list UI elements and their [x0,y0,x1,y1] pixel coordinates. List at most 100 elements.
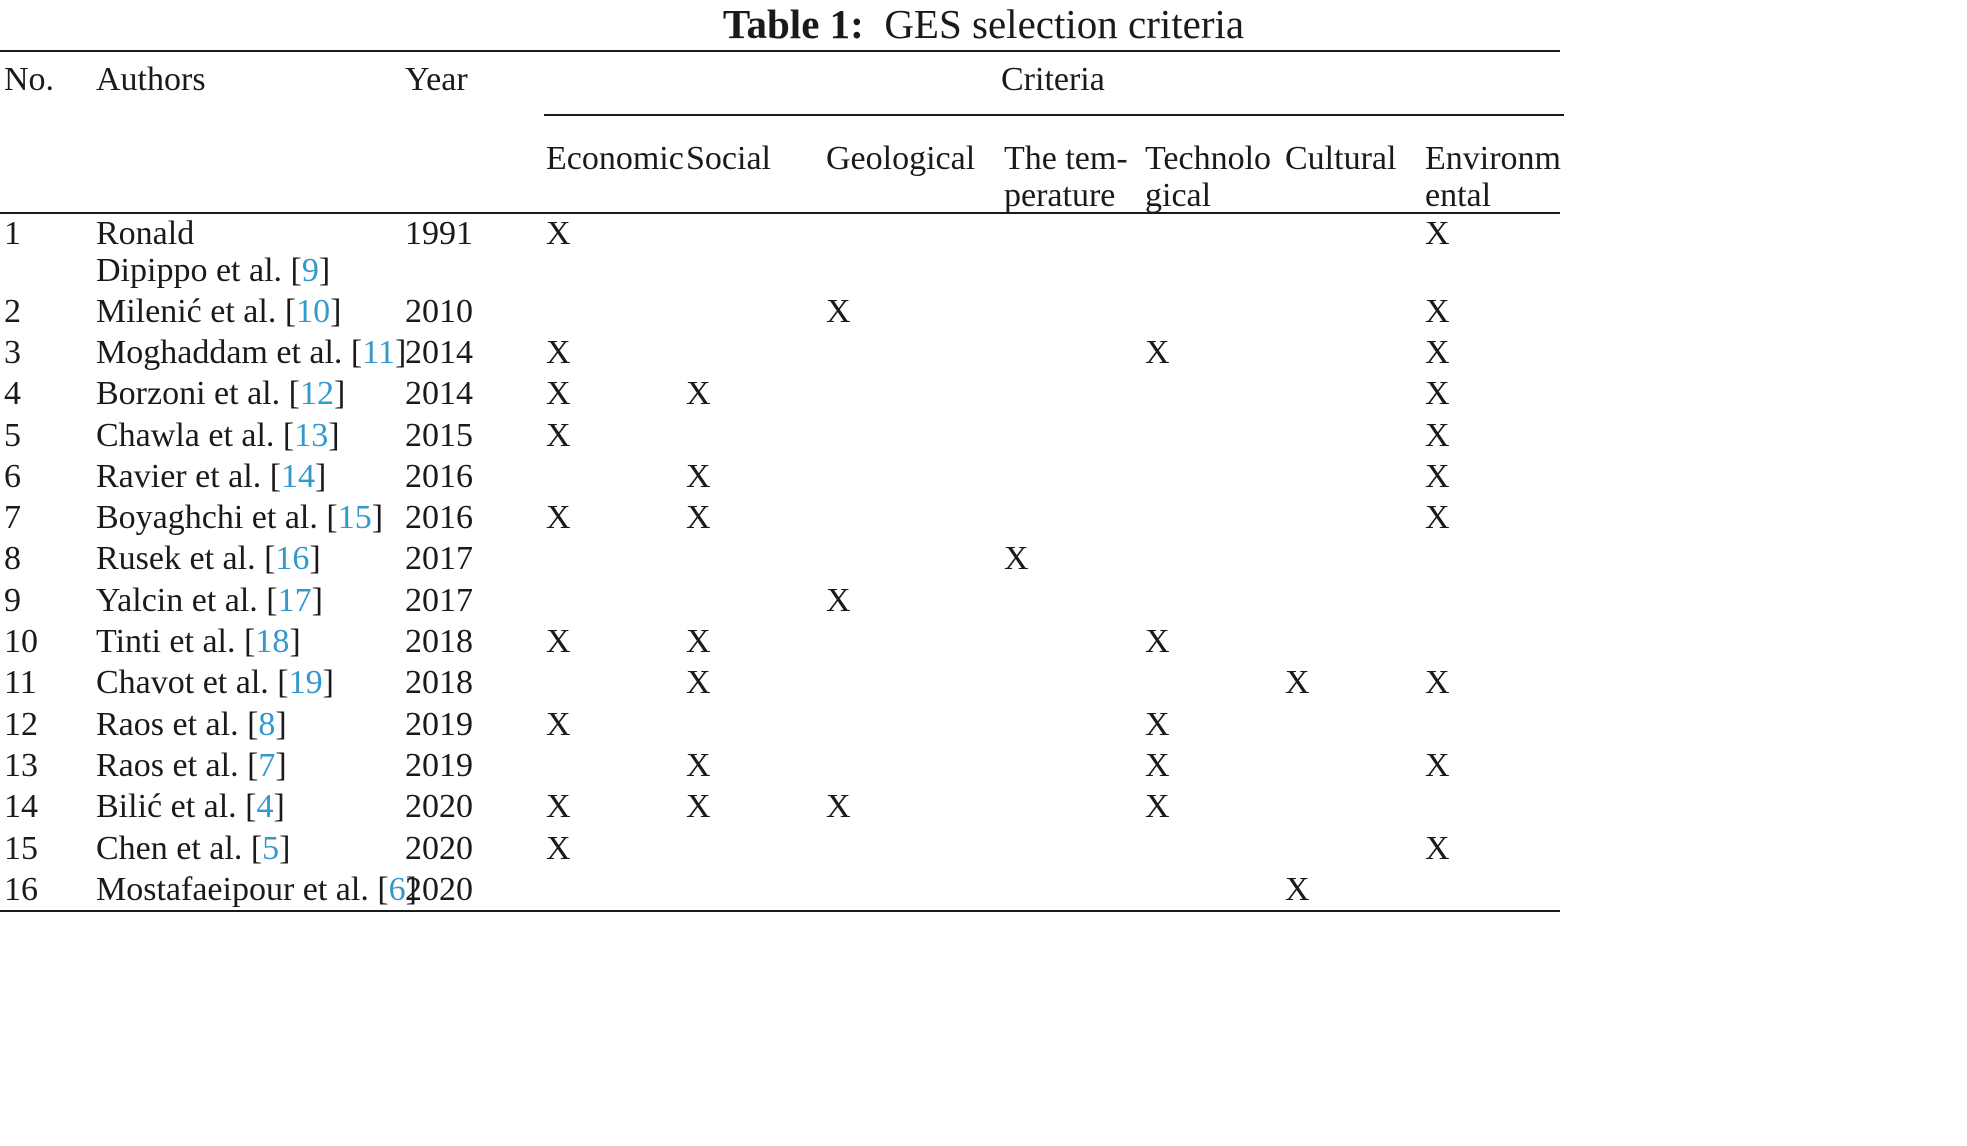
citation-link[interactable]: 4 [256,788,274,825]
row-no: 3 [4,334,21,371]
criterion-mark: X [1425,458,1450,495]
top-rule [0,50,1560,52]
criterion-mark: X [686,664,711,701]
table-caption-label: Table 1: [722,1,864,47]
criterion-mark: X [546,375,571,412]
author-text: Ravier et al. [ [96,458,282,495]
criterion-mark: X [686,747,711,784]
criterion-mark: X [1425,334,1450,371]
citation-link[interactable]: 12 [299,375,334,412]
header-criteria: Criteria [1001,61,1105,98]
row-author: Yalcin et al. [17] [96,578,323,624]
row-year: 2016 [405,458,473,495]
citation-link[interactable]: 11 [362,334,396,371]
row-year: 2020 [405,871,473,908]
citation-bracket: ] [273,788,285,825]
header-no: No. [4,61,55,98]
criterion-mark: X [1145,706,1170,743]
header-authors: Authors [96,61,206,98]
citation-link[interactable]: 19 [288,664,323,701]
criterion-mark: X [546,830,571,867]
criterion-mark: X [1425,499,1450,536]
criterion-mark: X [1425,417,1450,454]
row-no: 6 [4,458,21,495]
row-no: 9 [4,582,21,619]
header-criterion-3-line1: perature [1004,177,1116,214]
header-criterion-3: The tem- [1004,140,1128,177]
row-year: 2014 [405,334,473,371]
row-year: 2020 [405,788,473,825]
criterion-mark: X [1425,747,1450,784]
row-no: 8 [4,540,21,577]
citation-link[interactable]: 13 [294,417,329,454]
criterion-mark: X [1425,375,1450,412]
row-year: 2016 [405,499,473,536]
row-year: 2018 [405,664,473,701]
citation-bracket: ] [405,871,417,908]
citation-link[interactable]: 10 [296,293,331,330]
row-no: 5 [4,417,21,454]
criterion-mark: X [826,293,851,330]
row-year: 2015 [405,417,473,454]
citation-bracket: ] [330,293,342,330]
citation-link[interactable]: 9 [301,252,319,289]
criterion-mark: X [1285,871,1310,908]
criterion-mark: X [686,458,711,495]
author-text: Milenić et al. [ [96,293,297,330]
author-text: Ronald [96,215,195,252]
author-text: Chavot et al. [ [96,664,289,701]
citation-link[interactable]: 16 [275,540,310,577]
header-rule [0,212,1560,214]
criterion-mark: X [1145,788,1170,825]
row-no: 13 [4,747,38,784]
criterion-mark: X [1425,215,1450,252]
criterion-mark: X [686,623,711,660]
criterion-mark: X [546,499,571,536]
author-text: Dipippo et al. [ [96,252,302,289]
citation-bracket: ] [279,830,291,867]
citation-link[interactable]: 7 [258,747,276,784]
row-year: 2019 [405,706,473,743]
citation-link[interactable]: 17 [277,582,312,619]
criterion-mark: X [546,417,571,454]
citation-link[interactable]: 18 [255,623,290,660]
citation-link[interactable]: 14 [281,458,316,495]
row-year: 2017 [405,582,473,619]
row-no: 2 [4,293,21,330]
row-year: 2020 [405,830,473,867]
criterion-mark: X [546,215,571,252]
author-text: Chen et al. [ [96,830,263,867]
author-text: Rusek et al. [ [96,540,276,577]
row-no: 10 [4,623,38,660]
citation-bracket: ] [333,375,346,412]
row-author: Bilić et al. [4] [96,784,285,830]
row-author: Chavot et al. [19] [96,660,334,706]
criterion-mark: X [1004,540,1029,577]
author-text: Borzoni et al. [ [96,375,300,412]
criterion-mark: X [546,623,571,660]
row-year: 2010 [405,293,473,330]
row-author: Chawla et al. [13] [96,413,340,459]
row-author: Ravier et al. [14] [96,454,326,500]
citation-link[interactable]: 8 [258,706,276,743]
row-no: 16 [4,871,38,908]
row-no: 1 [4,215,21,252]
row-author: Mostafaeipour et al. [6] [96,867,417,913]
citation-link[interactable]: 5 [262,830,280,867]
criterion-mark: X [1145,747,1170,784]
row-no: 11 [4,664,37,701]
header-criterion-4-line1: gical [1145,177,1212,214]
criterion-mark: X [546,706,571,743]
row-author: Borzoni et al. [12] [96,371,345,417]
citation-bracket: ] [318,252,331,289]
header-criterion-6: Environm [1425,140,1561,177]
citation-bracket: ] [275,747,287,784]
citation-link[interactable]: 6 [388,871,406,908]
author-text: Yalcin et al. [ [96,582,278,619]
header-criterion-0: Economic [546,140,684,177]
row-author: Ronald [96,211,194,257]
criteria-rule [544,114,1564,116]
criterion-mark: X [1285,664,1310,701]
row-author: Boyaghchi et al. [15] [96,495,383,541]
citation-link[interactable]: 15 [337,499,372,536]
